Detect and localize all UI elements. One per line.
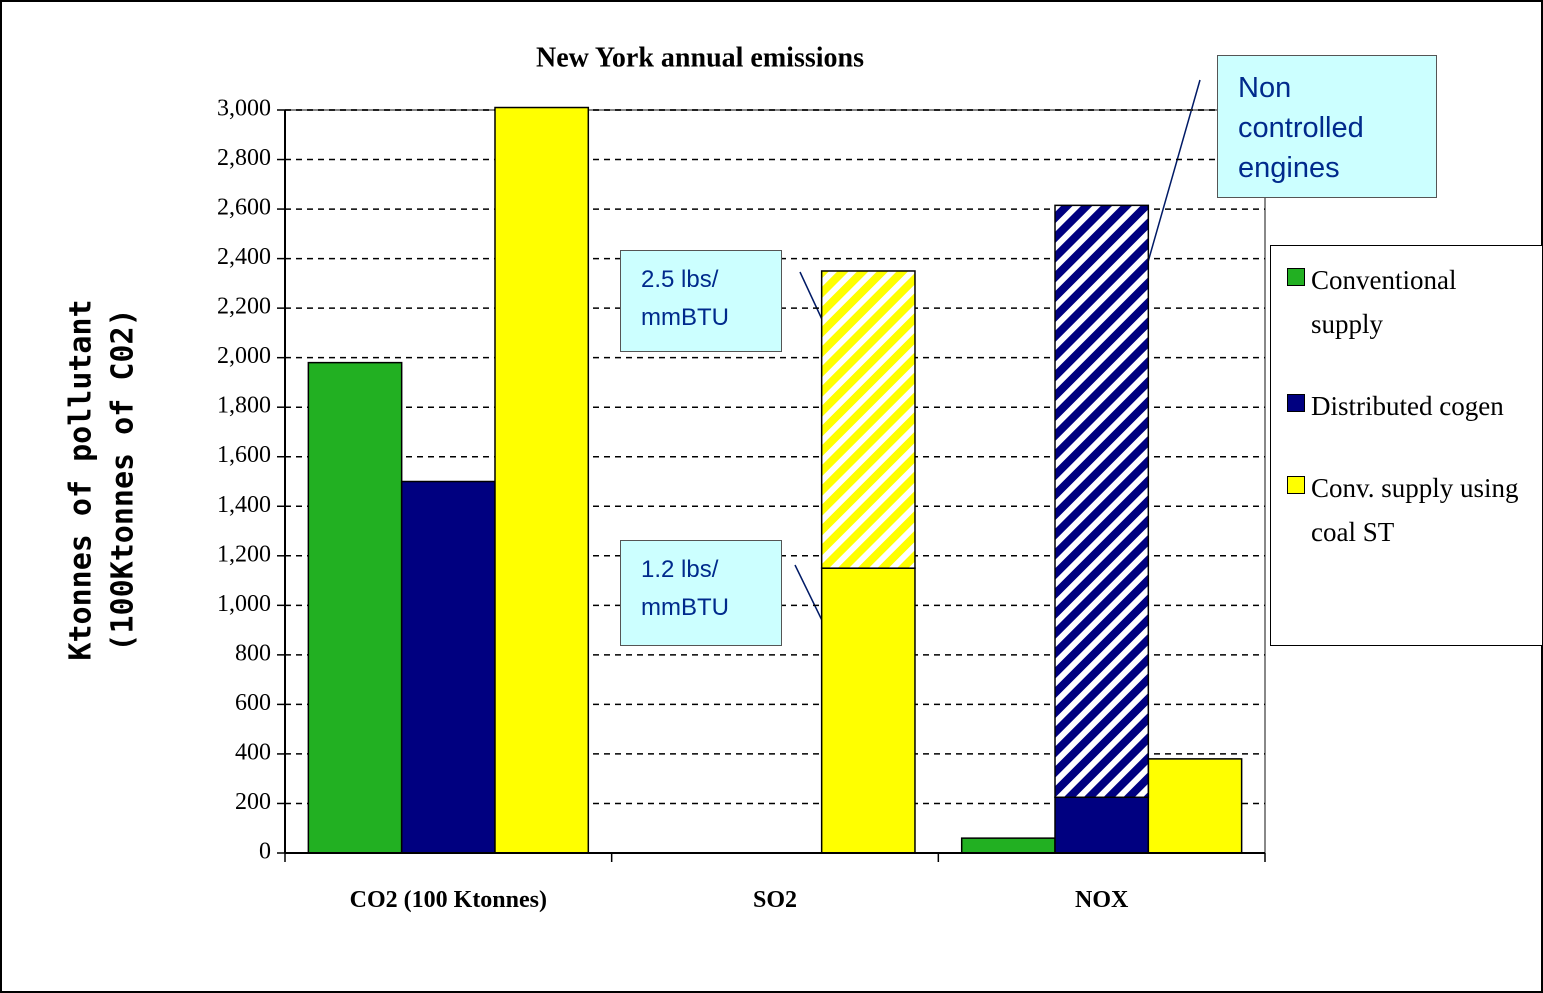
y-tick-label: 1,800 (217, 393, 271, 419)
bar (1054, 204, 1150, 799)
y-tick-label: 1,600 (217, 442, 271, 468)
legend-label: Conv. supply using coal ST (1311, 473, 1519, 547)
y-tick-label: 200 (235, 789, 271, 815)
legend-item: Conventional supply (1287, 258, 1534, 346)
bar (820, 567, 916, 854)
y-tick-label: 2,600 (217, 195, 271, 221)
y-tick-label: 3,000 (217, 96, 271, 122)
x-tick-label: CO2 (100 Ktonnes) (349, 887, 547, 913)
y-tick-label: 2,000 (217, 343, 271, 369)
y-tick-label: 2,200 (217, 294, 271, 320)
annotation: 2.5 lbs/ mmBTU (620, 250, 782, 352)
annotation: Non controlled engines (1217, 55, 1437, 198)
y-tick-label: 0 (259, 839, 271, 865)
bar (494, 106, 590, 854)
chart-title: New York annual emissions (536, 42, 864, 73)
legend-swatch (1287, 268, 1305, 286)
y-axis-label: (100Ktonnes of C02) (106, 308, 141, 651)
y-axis-label: Ktonnes of pollutant (64, 299, 99, 660)
y-tick-label: 2,800 (217, 145, 271, 171)
y-tick-label: 2,400 (217, 244, 271, 270)
bar (1054, 796, 1150, 854)
legend-item: Distributed cogen (1287, 384, 1534, 428)
y-tick-label: 400 (235, 739, 271, 765)
legend-item: Conv. supply using coal ST (1287, 466, 1534, 554)
legend-label: Conventional supply (1311, 265, 1457, 339)
x-tick-label: SO2 (752, 887, 797, 913)
legend-swatch (1287, 394, 1305, 412)
legend-label: Distributed cogen (1311, 391, 1504, 421)
bar (307, 361, 403, 854)
y-tick-label: 1,200 (217, 541, 271, 567)
y-tick-label: 600 (235, 690, 271, 716)
legend-swatch (1287, 476, 1305, 494)
bar (400, 480, 496, 854)
annotation: 1.2 lbs/ mmBTU (620, 540, 782, 646)
legend: Conventional supply Distributed cogen Conv… (1270, 245, 1543, 646)
y-tick-label: 1,000 (217, 591, 271, 617)
x-tick-label: NOX (1074, 887, 1129, 913)
bar (960, 837, 1056, 854)
y-tick-label: 1,400 (217, 492, 271, 518)
y-tick-label: 800 (235, 640, 271, 666)
bar (820, 270, 916, 569)
bar (1147, 758, 1243, 854)
